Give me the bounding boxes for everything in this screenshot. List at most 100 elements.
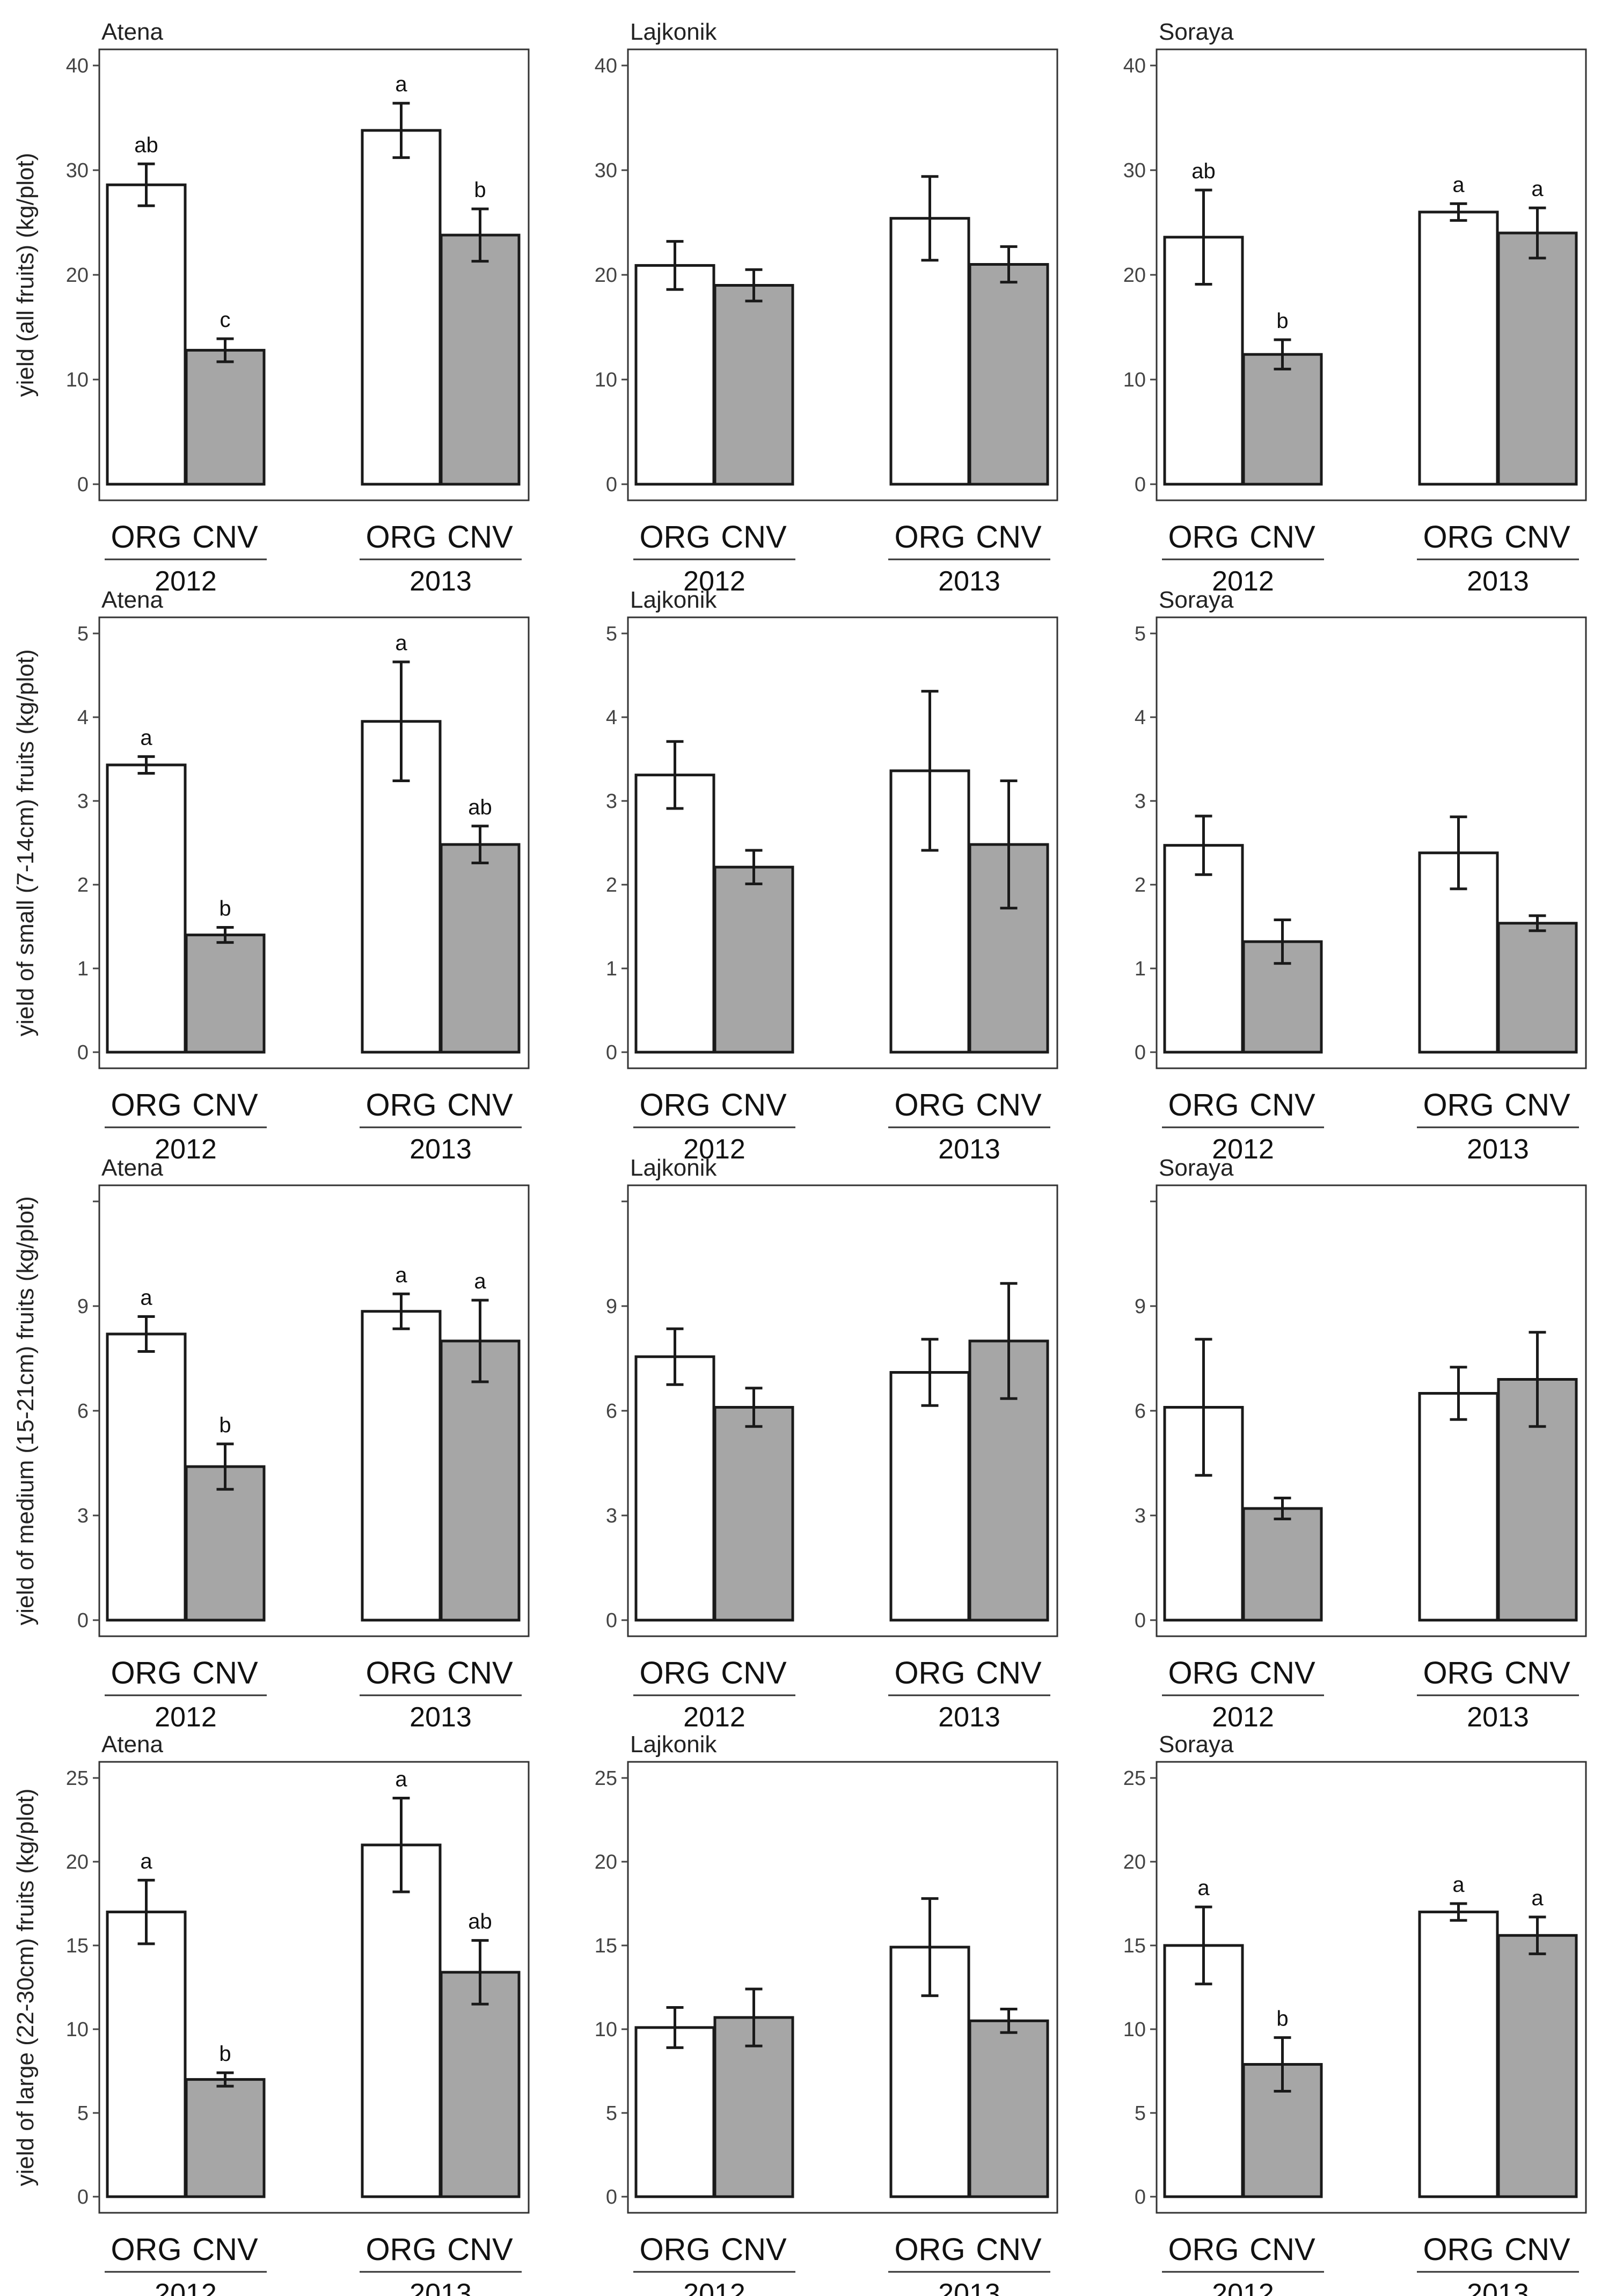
panel-atena-row-4: Atena 0 5 10 15 20 25 a ORG b CNV a ORG ab CNV 2012 2013: [66, 1731, 530, 2296]
year-label: 2012: [155, 1134, 217, 1165]
treatment-label: ORG: [111, 1088, 181, 1123]
y-tick-label: 40: [66, 55, 89, 77]
year-label: 2013: [938, 2278, 1000, 2296]
year-label: 2013: [1467, 1702, 1529, 1733]
y-tick-label: 4: [606, 706, 617, 729]
treatment-label: ORG: [894, 1656, 965, 1690]
panel-title: Lajkonik: [630, 1731, 717, 1758]
y-tick-label: 40: [1123, 55, 1146, 77]
y-tick-label: 0: [606, 2186, 617, 2208]
bar-cnv-2013: [1497, 231, 1578, 486]
significance-label: a: [140, 1849, 152, 1873]
y-tick-label: 5: [606, 623, 617, 645]
significance-label: a: [395, 1767, 407, 1791]
treatment-label: ORG: [894, 520, 965, 555]
significance-label: b: [219, 2042, 231, 2066]
treatment-label: CNV: [976, 1656, 1042, 1690]
treatment-label: ORG: [639, 520, 710, 555]
y-tick-label: 3: [1135, 1505, 1146, 1527]
year-label: 2012: [155, 566, 217, 597]
y-tick-label: 0: [606, 1041, 617, 1064]
treatment-label: CNV: [721, 520, 787, 555]
bar-cnv-2012: [1242, 1507, 1323, 1622]
treatment-label: ORG: [111, 2232, 181, 2267]
year-label: 2012: [1212, 566, 1274, 597]
treatment-label: CNV: [192, 520, 258, 555]
year-label: 2013: [410, 2278, 472, 2296]
treatment-label: ORG: [365, 1656, 436, 1690]
treatment-label: ORG: [639, 1088, 710, 1123]
year-label: 2013: [1467, 566, 1529, 597]
panel-frame: [98, 1761, 530, 2214]
bar-cnv-2013: [1497, 1934, 1578, 2198]
year-label: 2013: [410, 566, 472, 597]
bar-org-2013: [1418, 1392, 1499, 1622]
year-label: 2012: [1212, 1134, 1274, 1165]
bar-org-2013: [1418, 210, 1499, 486]
y-tick-label: 3: [606, 1505, 617, 1527]
significance-label: a: [1197, 1876, 1210, 1900]
panel-title: Soraya: [1159, 587, 1234, 613]
significance-label: a: [1531, 177, 1544, 201]
panel-lajkonik-row-4: Lajkonik 0 5 10 15 20 25 ORG CNV ORG CNV 2012 2013: [595, 1731, 1058, 2296]
treatment-label: ORG: [1423, 520, 1494, 555]
treatment-label: ORG: [365, 1088, 436, 1123]
panel-title: Atena: [101, 19, 164, 45]
significance-label: b: [1276, 309, 1288, 333]
bar-org-2012: [106, 183, 187, 486]
treatment-label: ORG: [639, 2232, 710, 2267]
panel-title: Lajkonik: [630, 587, 717, 613]
panel-soraya-row-2: Soraya 0 1 2 3 4 5 ORG CNV ORG CNV 2012 2013: [1135, 587, 1587, 1165]
bar-cnv-2012: [1242, 353, 1323, 486]
y-tick-label: 0: [1135, 1041, 1146, 1064]
bar-cnv-2013: [1497, 922, 1578, 1054]
bar-cnv-2013: [968, 263, 1049, 486]
treatment-label: CNV: [447, 1088, 513, 1123]
y-axis-label: yield (all fruits) (kg/plot): [12, 153, 39, 397]
treatment-label: ORG: [365, 2232, 436, 2267]
bar-cnv-2012: [185, 2078, 266, 2198]
year-label: 2012: [1212, 2278, 1274, 2296]
treatment-label: CNV: [447, 2232, 513, 2267]
y-tick-label: 15: [1123, 1935, 1146, 1957]
y-tick-label: 9: [1135, 1295, 1146, 1318]
bar-org-2013: [361, 1310, 442, 1622]
treatment-label: ORG: [1168, 1088, 1239, 1123]
y-tick-label: 1: [606, 958, 617, 980]
significance-label: a: [1452, 173, 1465, 196]
year-label: 2013: [1467, 2278, 1529, 2296]
y-tick-label: 2: [606, 874, 617, 896]
year-label: 2012: [1212, 1702, 1274, 1733]
treatment-label: CNV: [721, 2232, 787, 2267]
bar-cnv-2012: [185, 348, 266, 486]
panel-soraya-row-1: Soraya 0 10 20 30 40 ab ORG b CNV a ORG a CNV 2012 2013: [1123, 19, 1587, 597]
panel-soraya-row-4: Soraya 0 5 10 15 20 25 a ORG b CNV a ORG a CNV 2012 2013: [1123, 1731, 1587, 2296]
bar-cnv-2013: [440, 843, 521, 1054]
y-tick-label: 0: [77, 473, 89, 496]
bar-cnv-2012: [185, 934, 266, 1054]
bar-org-2012: [1163, 844, 1244, 1054]
panel-atena-row-1: Atena 0 10 20 30 40 ab ORG c CNV a ORG b CNV 2012 2013: [66, 19, 530, 597]
bar-org-2012: [106, 1911, 187, 2198]
bar-org-2012: [634, 2026, 715, 2198]
y-tick-label: 10: [595, 2018, 617, 2041]
y-tick-label: 0: [77, 1041, 89, 1064]
y-tick-label: 4: [1135, 706, 1146, 729]
significance-label: ab: [468, 1910, 492, 1934]
significance-label: b: [1276, 2007, 1288, 2031]
bar-org-2012: [634, 264, 715, 486]
significance-label: b: [219, 897, 231, 921]
bar-cnv-2012: [713, 284, 794, 486]
bar-cnv-2013: [440, 1971, 521, 2198]
significance-label: a: [1452, 1873, 1465, 1897]
panel-lajkonik-row-1: Lajkonik 0 10 20 30 40 ORG CNV ORG CNV 2012 2013: [595, 19, 1058, 597]
bar-org-2012: [634, 1355, 715, 1622]
treatment-label: CNV: [192, 2232, 258, 2267]
y-tick-label: 30: [66, 159, 89, 182]
panel-frame: [1156, 1761, 1587, 2214]
treatment-label: CNV: [1249, 1088, 1315, 1123]
y-tick-label: 5: [1135, 623, 1146, 645]
panel-title: Soraya: [1159, 19, 1234, 45]
significance-label: a: [140, 1286, 152, 1310]
significance-label: a: [395, 1263, 407, 1287]
